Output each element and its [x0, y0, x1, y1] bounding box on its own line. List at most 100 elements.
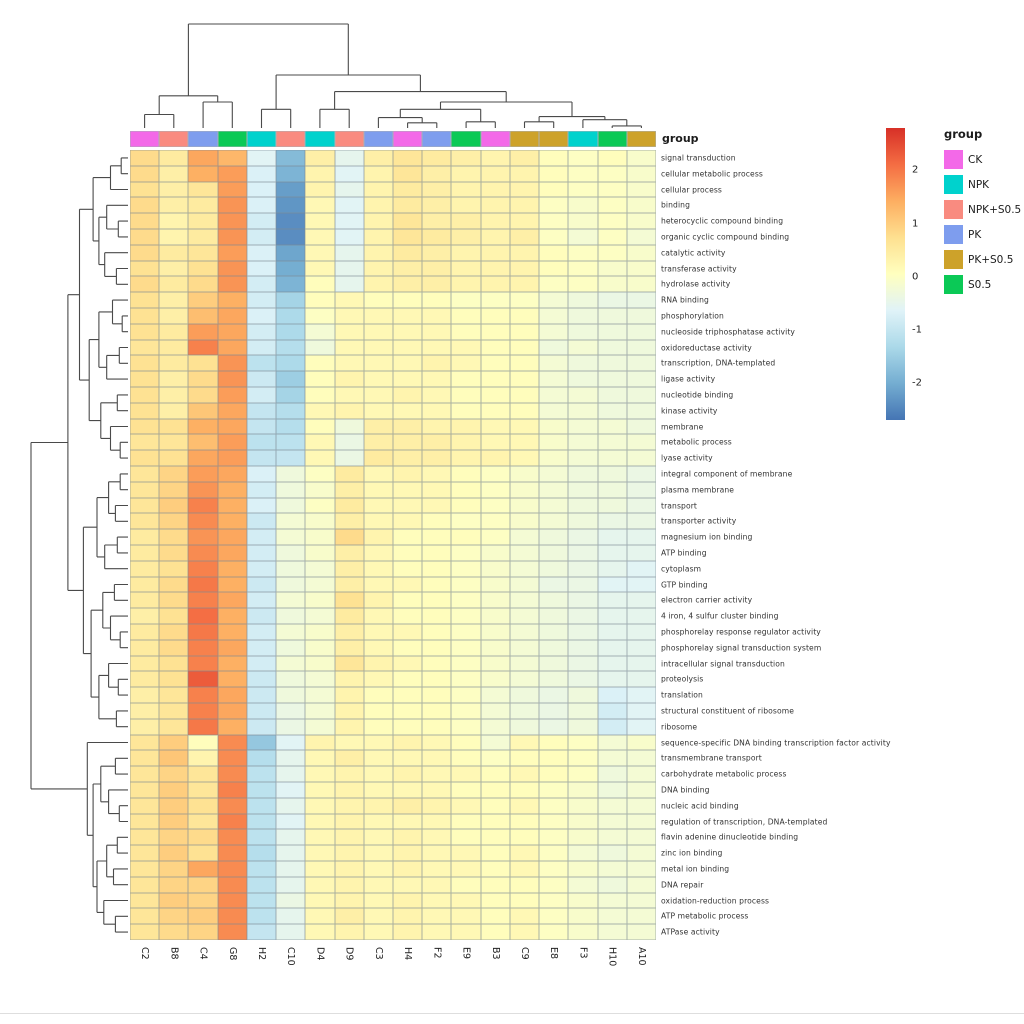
- heatmap-cell: [217, 829, 247, 846]
- row-label: oxidoreductase activity: [661, 343, 752, 352]
- heatmap-cell: [626, 165, 656, 182]
- annotation-cell: [188, 131, 218, 147]
- heatmap-cell: [246, 213, 277, 229]
- heatmap-cell: [276, 323, 306, 340]
- heatmap-cell: [363, 339, 393, 356]
- heatmap-cell: [422, 181, 452, 198]
- heatmap-cell: [188, 529, 218, 545]
- heatmap-cell: [626, 418, 656, 435]
- heatmap-cell: [246, 576, 277, 593]
- heatmap-cell: [276, 892, 306, 909]
- heatmap-cell: [159, 671, 189, 688]
- heatmap-cell: [392, 244, 423, 261]
- row-label: magnesium ion binding: [661, 532, 753, 542]
- heatmap-cell: [422, 734, 452, 751]
- row-label: DNA repair: [661, 880, 704, 890]
- heatmap-cell: [363, 782, 393, 798]
- heatmap-cell: [392, 513, 423, 530]
- heatmap-cell: [159, 308, 189, 324]
- heatmap-cell: [509, 829, 540, 846]
- heatmap-cell: [188, 813, 218, 830]
- heatmap-cell: [451, 861, 481, 877]
- heatmap-cell: [246, 797, 277, 814]
- row-label: regulation of transcription, DNA-templat…: [661, 817, 828, 826]
- heatmap-cell: [305, 244, 335, 261]
- heatmap-cell: [130, 402, 160, 419]
- heatmap-cell: [509, 513, 540, 530]
- heatmap-cell: [568, 276, 598, 293]
- heatmap-cell: [246, 845, 277, 861]
- heatmap-cell: [246, 450, 277, 466]
- heatmap-cell: [188, 276, 218, 293]
- heatmap-cell: [392, 466, 423, 482]
- heatmap-cell: [334, 434, 364, 451]
- heatmap-cell: [422, 703, 452, 719]
- heatmap-cell: [334, 387, 364, 403]
- heatmap-cell: [334, 513, 364, 530]
- heatmap-cell: [363, 450, 393, 466]
- heatmap-cell: [422, 560, 452, 577]
- heatmap-cell: [363, 323, 393, 340]
- heatmap-cell: [568, 260, 598, 277]
- heatmap-cell: [305, 418, 335, 435]
- heatmap-cell: [188, 418, 218, 435]
- heatmap-cell: [130, 639, 160, 656]
- row-label: transcription, DNA-templated: [661, 358, 776, 368]
- heatmap-cell: [159, 845, 189, 861]
- heatmap-cell: [480, 545, 510, 561]
- legend-swatch-npk-s05: [944, 200, 963, 219]
- heatmap-cell: [626, 639, 656, 656]
- row-label: ATP metabolic process: [661, 911, 749, 921]
- heatmap-cell: [422, 892, 452, 909]
- heatmap-cell: [246, 323, 277, 340]
- heatmap-cell: [276, 308, 306, 324]
- heatmap-cell: [597, 323, 627, 340]
- heatmap-cell: [392, 276, 423, 293]
- row-label: transporter activity: [661, 516, 737, 526]
- heatmap-cell: [597, 782, 627, 798]
- heatmap-cell: [422, 782, 452, 798]
- heatmap-cell: [626, 276, 656, 293]
- heatmap-cell: [597, 718, 627, 735]
- heatmap-cell: [159, 339, 189, 356]
- heatmap-cell: [130, 750, 160, 767]
- heatmap-cell: [509, 481, 540, 498]
- heatmap-cell: [334, 797, 364, 814]
- heatmap-cell: [130, 813, 160, 830]
- heatmap-cell: [568, 181, 598, 198]
- heatmap-cell: [480, 813, 510, 830]
- heatmap-cell: [188, 434, 218, 451]
- heatmap-cell: [246, 892, 277, 909]
- column-label: C4: [197, 947, 209, 960]
- heatmap-cell: [188, 481, 218, 498]
- heatmap-cell: [130, 845, 160, 861]
- heatmap-cell: [509, 434, 540, 451]
- heatmap-cell: [159, 908, 189, 925]
- heatmap-cell: [626, 924, 656, 940]
- heatmap-cell: [392, 892, 423, 909]
- heatmap-cell: [626, 687, 656, 703]
- heatmap-cell: [509, 750, 540, 767]
- heatmap-cell: [363, 513, 393, 530]
- heatmap-cell: [276, 545, 306, 561]
- heatmap-cell: [188, 165, 218, 182]
- heatmap-cell: [334, 782, 364, 798]
- heatmap-cell: [159, 576, 189, 593]
- heatmap-cell: [422, 624, 452, 640]
- heatmap-cell: [159, 513, 189, 530]
- heatmap-cell: [217, 861, 247, 877]
- heatmap-cell: [276, 387, 306, 403]
- heatmap-cell: [597, 576, 627, 593]
- heatmap-cell: [276, 513, 306, 530]
- heatmap-cell: [159, 782, 189, 798]
- heatmap-cell: [539, 292, 569, 308]
- heatmap-cell: [480, 434, 510, 451]
- heatmap-cell: [597, 908, 627, 925]
- heatmap-cell: [305, 766, 335, 782]
- heatmap-cell: [188, 450, 218, 466]
- row-label: translation: [661, 690, 703, 700]
- heatmap-cell: [509, 655, 540, 672]
- heatmap-cell: [159, 387, 189, 403]
- heatmap-cell: [246, 545, 277, 561]
- heatmap-cell: [305, 402, 335, 419]
